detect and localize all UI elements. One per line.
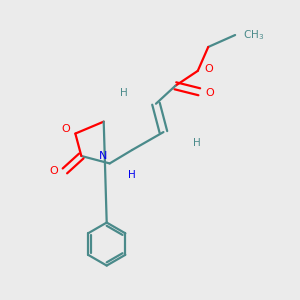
Text: O: O [204,64,213,74]
Text: O: O [206,88,214,98]
Text: H: H [128,170,136,180]
Text: O: O [61,124,70,134]
Text: H: H [121,88,128,98]
Text: H: H [193,137,200,148]
Text: O: O [50,166,58,176]
Text: CH$_3$: CH$_3$ [243,28,264,42]
Text: N: N [99,151,107,161]
